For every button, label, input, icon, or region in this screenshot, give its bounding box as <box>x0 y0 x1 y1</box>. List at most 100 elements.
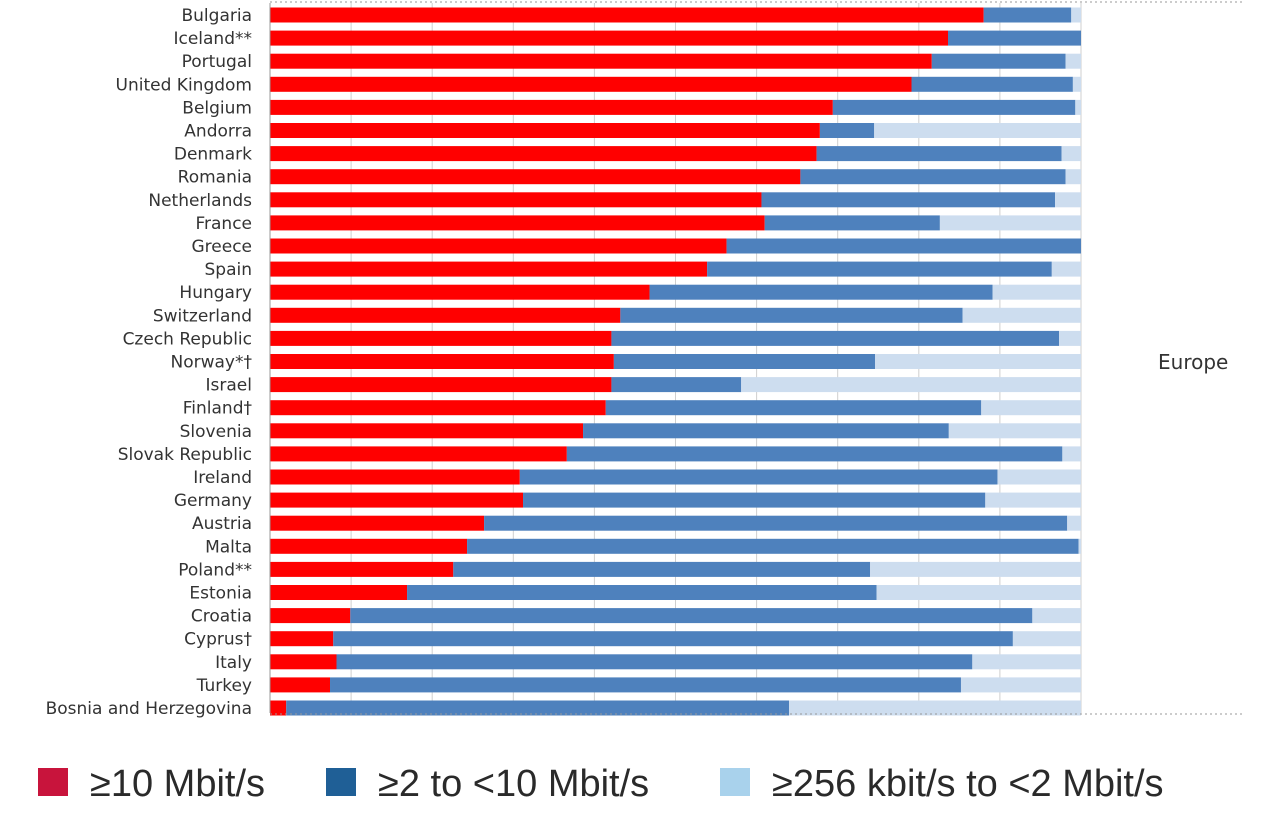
bar-slovak-republic-series-1 <box>270 446 567 462</box>
bar-israel-series-2 <box>611 377 742 393</box>
bar-romania-series-3 <box>1065 169 1081 185</box>
category-label-switzerland: Switzerland <box>153 306 252 326</box>
category-label-turkey: Turkey <box>196 676 252 696</box>
category-label-finland: Finland† <box>183 399 253 419</box>
bar-spain-series-3 <box>1051 261 1081 277</box>
bar-bulgaria-series-3 <box>1071 7 1081 23</box>
category-label-slovenia: Slovenia <box>180 422 252 442</box>
category-label-andorra: Andorra <box>184 122 252 142</box>
bar-norway-series-2 <box>613 354 875 369</box>
bar-romania-series-2 <box>800 169 1066 185</box>
bar-croatia-series-2 <box>350 608 1033 624</box>
category-label-portugal: Portugal <box>182 52 252 72</box>
category-label-austria: Austria <box>192 514 252 534</box>
bar-germany-series-2 <box>523 492 986 508</box>
bar-czech-republic-series-1 <box>270 330 612 346</box>
bar-croatia-series-1 <box>270 608 351 624</box>
bar-estonia-series-1 <box>270 585 408 600</box>
bar-poland-series-2 <box>453 561 871 577</box>
bar-netherlands-series-3 <box>1055 192 1081 208</box>
category-label-cyprus: Cyprus† <box>184 630 252 650</box>
bar-norway-series-1 <box>270 354 614 369</box>
category-label-bulgaria: Bulgaria <box>182 6 253 26</box>
bar-denmark-series-3 <box>1061 146 1081 162</box>
bar-france-series-3 <box>939 215 1081 231</box>
bar-finland-series-1 <box>270 400 606 416</box>
country-labels: Bulgaria Iceland** Portugal United Kingdom B… <box>46 6 253 719</box>
category-label-bosnia-and-herzegovina: Bosnia and Herzegovina <box>46 699 252 719</box>
bar-italy-series-2 <box>336 654 973 670</box>
bar-greece-series-1 <box>270 238 727 254</box>
bar-turkey-series-3 <box>960 677 1081 693</box>
bar-iceland-series-2 <box>948 30 1081 46</box>
bar-norway-series-3 <box>875 354 1081 369</box>
bar-bulgaria-series-1 <box>270 7 984 23</box>
bar-andorra-series-2 <box>819 123 875 138</box>
bar-czech-republic-series-2 <box>611 330 1060 346</box>
bar-romania-series-1 <box>270 169 801 185</box>
bar-turkey-series-1 <box>270 677 331 693</box>
bar-israel-series-3 <box>741 377 1081 393</box>
bar-cyprus-series-2 <box>333 631 1013 647</box>
legend-label-2: ≥2 to <10 Mbit/s <box>378 763 649 805</box>
bar-bosnia-and-herzegovina-series-1 <box>270 700 287 716</box>
bar-spain-series-1 <box>270 261 708 277</box>
bar-switzerland-series-1 <box>270 307 621 323</box>
bar-portugal-series-1 <box>270 53 932 69</box>
bar-andorra-series-3 <box>874 123 1081 138</box>
legend-swatch-3 <box>720 768 750 796</box>
bar-slovak-republic-series-3 <box>1062 446 1081 462</box>
legend-swatch-2 <box>326 768 356 796</box>
bar-belgium-series-1 <box>270 99 833 115</box>
category-label-poland: Poland** <box>178 560 252 580</box>
category-label-germany: Germany <box>174 491 252 511</box>
bar-belgium-series-3 <box>1075 99 1081 115</box>
bar-portugal-series-2 <box>931 53 1066 69</box>
category-label-denmark: Denmark <box>174 145 252 165</box>
category-label-norway: Norway*† <box>171 353 253 373</box>
bar-austria-series-2 <box>484 515 1068 531</box>
bar-united-kingdom-series-1 <box>270 76 912 92</box>
bar-germany-series-3 <box>985 492 1081 508</box>
region-label: Europe <box>1158 350 1228 374</box>
bar-poland-series-1 <box>270 561 454 577</box>
category-label-estonia: Estonia <box>189 584 252 604</box>
bar-united-kingdom-series-3 <box>1072 76 1081 92</box>
bar-malta-series-2 <box>467 538 1079 554</box>
bar-andorra-series-1 <box>270 123 820 138</box>
bar-italy-series-3 <box>972 654 1081 670</box>
bar-finland-series-2 <box>605 400 982 416</box>
bar-israel-series-1 <box>270 377 612 393</box>
axis-frame <box>269 1 1245 715</box>
category-label-ireland: Ireland <box>193 468 252 488</box>
category-label-netherlands: Netherlands <box>148 191 252 211</box>
legend-label-1: ≥10 Mbit/s <box>90 763 265 805</box>
bar-malta-series-1 <box>270 538 468 554</box>
category-label-croatia: Croatia <box>191 607 252 627</box>
category-label-iceland: Iceland** <box>173 29 252 49</box>
bar-austria-series-1 <box>270 515 485 531</box>
bar-netherlands-series-2 <box>761 192 1056 208</box>
bar-malta-series-3 <box>1078 538 1081 554</box>
category-label-united-kingdom: United Kingdom <box>116 75 252 95</box>
bar-portugal-series-3 <box>1065 53 1081 69</box>
legend-swatch-1 <box>38 768 68 796</box>
bar-finland-series-3 <box>981 400 1081 416</box>
bar-germany-series-1 <box>270 492 524 508</box>
bar-croatia-series-3 <box>1032 608 1081 624</box>
bar-bulgaria-series-2 <box>983 7 1072 23</box>
bar-austria-series-3 <box>1067 515 1081 531</box>
category-label-romania: Romania <box>178 168 252 188</box>
category-label-israel: Israel <box>206 376 252 396</box>
bar-estonia-series-2 <box>407 585 877 600</box>
legend-label-3: ≥256 kbit/s to <2 Mbit/s <box>772 763 1164 805</box>
bar-bosnia-and-herzegovina-series-2 <box>286 700 790 716</box>
bar-hungary-series-1 <box>270 284 650 300</box>
bar-slovak-republic-series-2 <box>566 446 1063 462</box>
bar-estonia-series-3 <box>876 585 1081 600</box>
bar-france-series-1 <box>270 215 765 231</box>
category-label-spain: Spain <box>205 260 253 280</box>
bar-bosnia-and-herzegovina-series-3 <box>789 700 1081 716</box>
category-label-hungary: Hungary <box>179 283 252 303</box>
bar-hungary-series-3 <box>992 284 1081 300</box>
